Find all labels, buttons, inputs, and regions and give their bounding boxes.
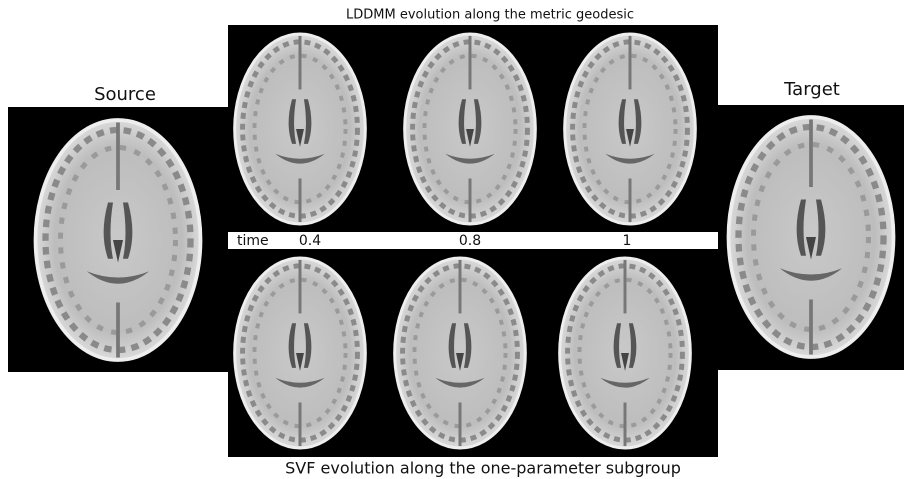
- brain-image: [565, 34, 696, 224]
- target-brain: [729, 117, 894, 357]
- brain-image: [395, 258, 526, 448]
- brain-image: [560, 258, 691, 448]
- time-step: 1: [623, 233, 632, 249]
- source-brain: [36, 120, 201, 360]
- bottom-title: SVF evolution along the one-parameter su…: [285, 459, 681, 478]
- top-title: LDDMM evolution along the metric geodesi…: [346, 8, 634, 23]
- time-step: 0.4: [299, 233, 321, 249]
- figure: LDDMM evolution along the metric geodesi…: [0, 0, 904, 479]
- time-step: 0.8: [459, 233, 481, 249]
- time-label: time: [237, 233, 269, 249]
- brain-image: [235, 258, 366, 448]
- target-label: Target: [783, 79, 840, 100]
- brain-image: [405, 34, 536, 224]
- brain-image: [235, 34, 366, 224]
- source-label: Source: [94, 84, 156, 105]
